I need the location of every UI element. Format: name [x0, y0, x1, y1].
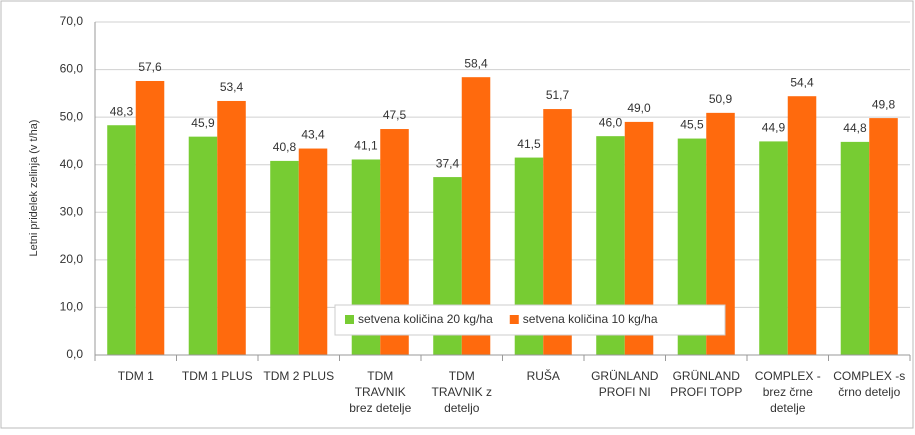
x-tick-label: brez črne	[763, 385, 813, 399]
value-label: 45,5	[680, 118, 704, 132]
bar	[135, 80, 165, 355]
value-label: 43,4	[301, 128, 325, 142]
value-label: 51,7	[546, 88, 570, 102]
x-tick-label: GRÜNLAND	[591, 369, 659, 383]
value-label: 58,4	[464, 56, 488, 70]
y-tick-label: 20,0	[60, 252, 84, 266]
x-tick-label: deteljo	[444, 401, 480, 415]
value-label: 49,8	[872, 97, 896, 111]
x-tick-label: COMPLEX -	[755, 369, 821, 383]
y-tick-label: 50,0	[60, 109, 84, 123]
legend-label: setvena količina 10 kg/ha	[523, 312, 658, 326]
value-label: 45,9	[191, 116, 215, 130]
value-label: 41,1	[354, 139, 378, 153]
x-tick-label: TDM	[449, 369, 475, 383]
x-tick-label: RUŠA	[527, 368, 560, 383]
legend-swatch	[345, 315, 354, 324]
bar	[217, 100, 246, 356]
value-label: 41,5	[517, 137, 541, 151]
y-tick-label: 60,0	[60, 62, 84, 76]
y-tick-label: 70,0	[60, 14, 84, 28]
y-tick-label: 40,0	[60, 157, 84, 171]
x-tick-label: PROFI NI	[599, 385, 651, 399]
value-label: 47,5	[383, 108, 407, 122]
legend-swatch	[509, 315, 519, 324]
x-tick-label: detelje	[770, 401, 806, 415]
value-label: 46,0	[599, 115, 623, 129]
y-tick-label: 0,0	[66, 347, 83, 361]
bar	[840, 141, 870, 355]
y-tick-label: 10,0	[60, 300, 84, 314]
value-label: 40,8	[273, 140, 297, 154]
value-label: 44,9	[762, 121, 786, 135]
x-tick-label: TDM 2 PLUS	[263, 369, 334, 383]
bar	[188, 136, 218, 355]
y-tick-label: 30,0	[60, 204, 84, 218]
value-label: 48,3	[110, 104, 134, 118]
x-tick-label: GRÜNLAND	[673, 369, 741, 383]
value-label: 50,9	[709, 92, 733, 106]
x-tick-label: brez detelje	[349, 401, 411, 415]
bar	[298, 148, 328, 355]
legend-label: setvena količina 20 kg/ha	[358, 312, 493, 326]
x-tick-label: črno deteljo	[838, 385, 900, 399]
value-label: 54,4	[790, 75, 814, 89]
x-tick-label: TDM 1 PLUS	[182, 369, 253, 383]
legend-box	[334, 304, 726, 336]
bar	[270, 160, 299, 355]
value-label: 49,0	[627, 101, 651, 115]
bar	[787, 96, 817, 355]
value-label: 57,6	[138, 60, 162, 74]
y-axis-label: Letni pridelek zelinja (v t/ha)	[28, 120, 40, 257]
bar	[759, 141, 788, 355]
x-tick-label: TDM	[367, 369, 393, 383]
bar	[869, 118, 898, 355]
value-label: 53,4	[220, 80, 244, 94]
x-tick-label: TRAVNIK z	[432, 385, 492, 399]
value-label: 44,8	[843, 121, 867, 135]
bar	[107, 125, 136, 355]
value-label: 37,4	[436, 156, 460, 170]
x-tick-label: PROFI TOPP	[670, 385, 742, 399]
x-tick-label: TDM 1	[118, 369, 154, 383]
x-tick-label: COMPLEX -s	[833, 369, 905, 383]
x-tick-label: TRAVNIK	[355, 385, 406, 399]
